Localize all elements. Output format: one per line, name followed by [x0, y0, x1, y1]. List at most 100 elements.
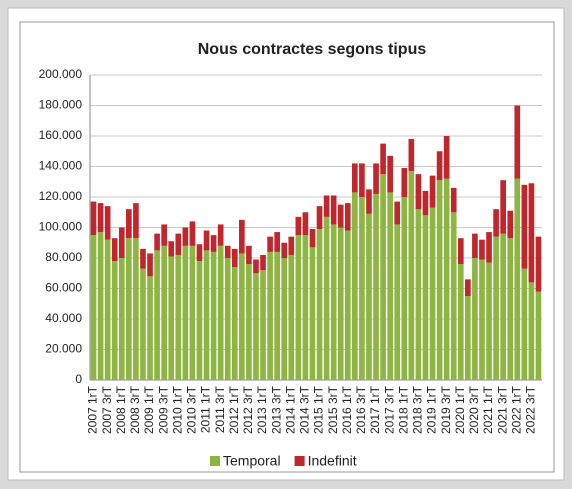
x-tick-label: 2021 1rT: [481, 385, 495, 434]
bar-segment: [239, 219, 245, 254]
bar-segment: [344, 203, 351, 231]
bar-segment: [528, 282, 535, 380]
bar-segment: [415, 174, 422, 210]
bar-segment: [118, 258, 125, 380]
x-tick-label: 2019 1rT: [425, 385, 439, 434]
x-tick-label: 2009 1rT: [142, 385, 156, 434]
bar-segment: [422, 190, 429, 216]
bar-segment: [267, 251, 273, 380]
x-tick-label: 2022 1rT: [509, 385, 523, 434]
x-tick-label: 2017 1rT: [368, 385, 382, 434]
bar-segment: [521, 184, 528, 269]
x-tick-label: 2015 1rT: [312, 385, 326, 434]
bar-segment: [359, 163, 365, 197]
bar-segment: [147, 253, 153, 277]
bar-segment: [126, 238, 132, 380]
bar-segment: [472, 233, 478, 258]
bar-segment: [323, 195, 330, 217]
bar-segment: [330, 195, 337, 225]
bar-segment: [450, 187, 457, 213]
y-tick-label: 100.000: [39, 220, 83, 234]
y-tick-label: 200.000: [39, 67, 83, 81]
bar-segment: [189, 245, 196, 380]
bar-segment: [253, 259, 259, 274]
bar-segment: [224, 258, 231, 380]
bar-segment: [429, 207, 436, 380]
bar-segment: [387, 155, 393, 193]
bar-segment: [288, 236, 295, 255]
bar-segment: [309, 229, 316, 248]
bar-segment: [486, 232, 492, 263]
x-tick-label: 2014 3rT: [298, 385, 312, 434]
bar-segment: [401, 168, 408, 197]
bar-segment: [126, 209, 132, 239]
bar-segment: [140, 248, 146, 269]
bar-segment: [281, 242, 288, 258]
x-tick-label: 2012 1rT: [227, 385, 241, 434]
bar-segment: [415, 209, 422, 380]
bar-segment: [196, 261, 203, 380]
x-tick-label: 2013 1rT: [255, 385, 269, 434]
bar-segment: [344, 230, 351, 380]
bar-segment: [323, 216, 330, 380]
bar-segment: [535, 291, 542, 380]
bar-segment: [231, 267, 238, 380]
bar-segment: [104, 239, 111, 380]
bar-segment: [203, 230, 210, 251]
bar-segment: [239, 253, 245, 380]
y-tick-label: 80.000: [45, 250, 82, 264]
bar-segment: [507, 210, 514, 239]
x-tick-label: 2013 3rT: [269, 385, 283, 434]
x-tick-label: 2016 1rT: [340, 385, 354, 434]
bar-segment: [337, 227, 344, 380]
x-tick-label: 2019 3rT: [439, 385, 453, 434]
bar-segment: [161, 245, 167, 380]
bar-segment: [436, 151, 443, 181]
bar-segment: [182, 245, 189, 380]
bar-segment: [168, 241, 175, 257]
bar-segment: [147, 276, 153, 380]
bar-segment: [246, 264, 252, 380]
bar-segment: [267, 236, 273, 252]
bar-segment: [373, 163, 379, 194]
bar-segment: [479, 239, 485, 260]
bar-segment: [479, 259, 485, 380]
bar-segment: [316, 229, 323, 380]
x-tick-label: 2018 3rT: [411, 385, 425, 434]
legend-label: Indefinit: [308, 453, 357, 469]
bar-segment: [161, 224, 167, 246]
bar-segment: [97, 232, 104, 380]
bar-segment: [175, 233, 182, 255]
bar-segment: [352, 163, 358, 193]
bar-segment: [111, 238, 118, 262]
x-tick-label: 2020 1rT: [453, 385, 467, 434]
bar-segment: [394, 201, 401, 225]
x-tick-label: 2010 1rT: [170, 385, 184, 434]
bar-segment: [380, 174, 386, 380]
bar-segment: [429, 175, 436, 208]
bar-segment: [514, 105, 521, 179]
x-tick-label: 2022 3rT: [524, 385, 538, 434]
bar-segment: [104, 206, 111, 240]
bar-segment: [366, 189, 372, 214]
y-tick-label: 180.000: [39, 98, 83, 112]
bar-segment: [521, 268, 528, 380]
y-tick-label: 120.000: [39, 189, 83, 203]
bar-segment: [168, 256, 175, 380]
bar-segment: [457, 264, 464, 380]
bar-segment: [217, 224, 224, 246]
x-tick-label: 2010 3rT: [185, 385, 199, 434]
bar-segment: [309, 247, 316, 380]
y-tick-label: 20.000: [45, 342, 82, 356]
bar-segment: [231, 248, 238, 268]
bar-segment: [443, 178, 450, 380]
bar-segment: [90, 235, 97, 380]
bar-segment: [281, 258, 288, 380]
legend-label: Temporal: [223, 453, 281, 469]
bar-segment: [210, 235, 217, 252]
bar-segment: [507, 238, 514, 380]
x-tick-label: 2020 3rT: [467, 385, 481, 434]
y-tick-label: 40.000: [45, 311, 82, 325]
